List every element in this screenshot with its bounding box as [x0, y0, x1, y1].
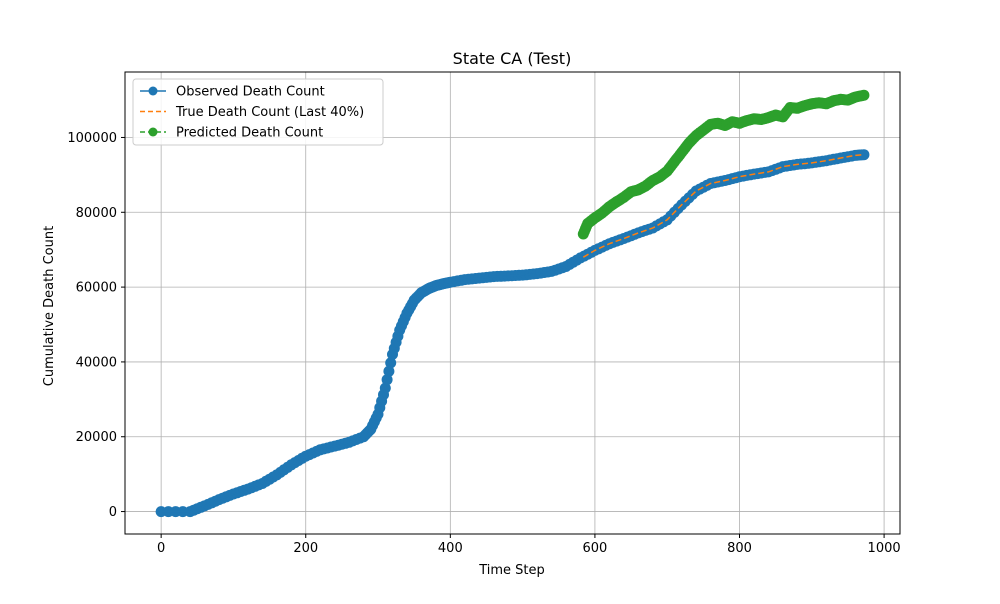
observed-series-line — [161, 153, 864, 513]
legend-label: Observed Death Count — [176, 85, 325, 100]
legend-marker — [148, 127, 158, 137]
x-axis-label: Time Step — [478, 563, 545, 578]
y-tick-label: 60000 — [76, 281, 117, 296]
x-tick-label: 0 — [157, 541, 165, 556]
y-tick-label: 80000 — [76, 206, 117, 221]
y-tick-label: 20000 — [76, 430, 117, 445]
x-tick-label: 400 — [438, 541, 463, 556]
x-tick-label: 600 — [583, 541, 608, 556]
observed-series-markers — [155, 149, 870, 518]
predicted-series-line — [582, 94, 865, 235]
true-series-line — [582, 153, 864, 258]
x-tick-label: 800 — [727, 541, 752, 556]
y-tick-label: 0 — [109, 505, 117, 520]
chart-title: State CA (Test) — [453, 49, 572, 68]
legend-label: True Death Count (Last 40%) — [175, 105, 364, 120]
legend-label: Predicted Death Count — [176, 126, 323, 141]
data-layer — [155, 89, 870, 518]
y-tick-label: 100000 — [67, 131, 117, 146]
legend-marker — [148, 86, 158, 96]
legend-box — [132, 78, 384, 146]
axis-layer: 0 200 400 600 800 1000 0 20000 40000 60000 80000 10… — [67, 131, 900, 556]
y-tick-label: 40000 — [76, 355, 117, 370]
legend: Observed Death Count True Death Count (La… — [132, 78, 384, 146]
y-axis-label: Cumulative Death Count — [42, 226, 57, 386]
plot-frame — [124, 71, 901, 535]
x-tick-label: 200 — [293, 541, 318, 556]
x-tick-label: 1000 — [868, 541, 901, 556]
